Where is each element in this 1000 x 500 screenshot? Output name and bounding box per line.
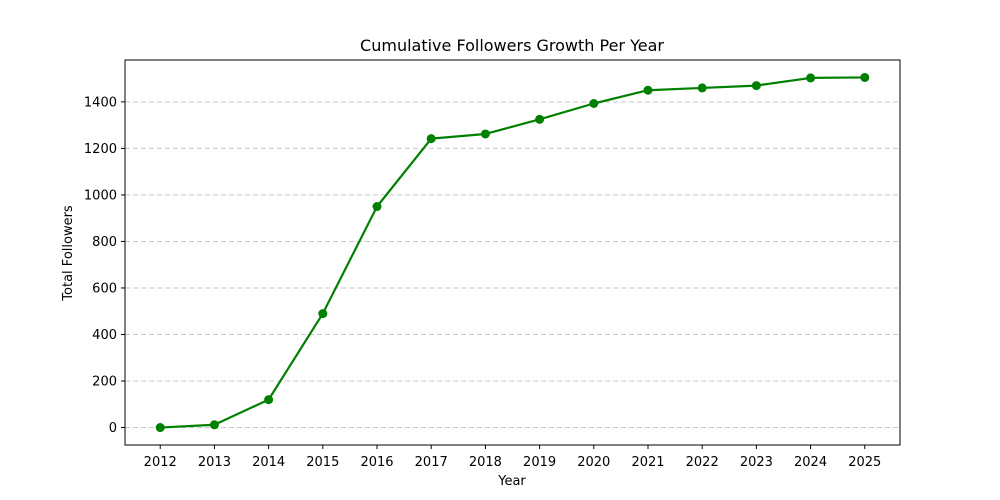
y-tick-label: 0 <box>109 421 117 436</box>
y-tick-label: 400 <box>92 328 117 343</box>
data-point <box>209 420 219 430</box>
data-point <box>589 99 599 109</box>
y-tick-label: 1200 <box>84 142 117 157</box>
x-tick-label: 2019 <box>523 455 556 470</box>
data-point <box>426 134 436 144</box>
chart-title: Cumulative Followers Growth Per Year <box>360 36 664 55</box>
data-point <box>318 309 328 319</box>
x-axis-label: Year <box>497 474 526 489</box>
data-point <box>697 83 707 93</box>
x-tick-label: 2024 <box>794 455 827 470</box>
data-point <box>155 423 165 433</box>
y-tick-label: 800 <box>92 235 117 250</box>
x-tick-label: 2021 <box>631 455 664 470</box>
series-layer <box>155 72 870 433</box>
x-tick-label: 2018 <box>469 455 502 470</box>
data-point <box>480 129 490 139</box>
series-line <box>160 76 865 429</box>
data-point <box>751 81 761 91</box>
y-axis-label: Total Followers <box>61 205 76 302</box>
x-tick-label: 2020 <box>577 455 610 470</box>
x-tick-label: 2013 <box>198 455 231 470</box>
y-tick-label: 1000 <box>84 188 117 203</box>
x-tick-label: 2017 <box>415 455 448 470</box>
x-tick-label: 2012 <box>144 455 177 470</box>
data-point <box>643 85 653 95</box>
y-tick-label: 1400 <box>84 95 117 110</box>
x-tick-label: 2023 <box>740 455 773 470</box>
x-tick-label: 2015 <box>306 455 339 470</box>
x-tick-label: 2016 <box>360 455 393 470</box>
data-point <box>372 202 382 212</box>
x-tick-label: 2014 <box>252 455 285 470</box>
y-tick-label: 200 <box>92 375 117 390</box>
data-point <box>860 72 870 82</box>
y-tick-label: 600 <box>92 281 117 296</box>
x-tick-label: 2022 <box>686 455 719 470</box>
data-point <box>535 114 545 124</box>
plot-frame <box>124 59 901 446</box>
x-axis: 2012 2013 2014 2015 2016 2017 2018 2019 2020 2021… <box>144 445 881 470</box>
x-tick-label: 2025 <box>848 455 881 470</box>
grid-layer <box>125 101 900 429</box>
y-axis: 0 200 400 600 800 1000 1200 1400 <box>84 95 125 436</box>
data-point <box>806 73 816 83</box>
data-point <box>264 395 274 405</box>
